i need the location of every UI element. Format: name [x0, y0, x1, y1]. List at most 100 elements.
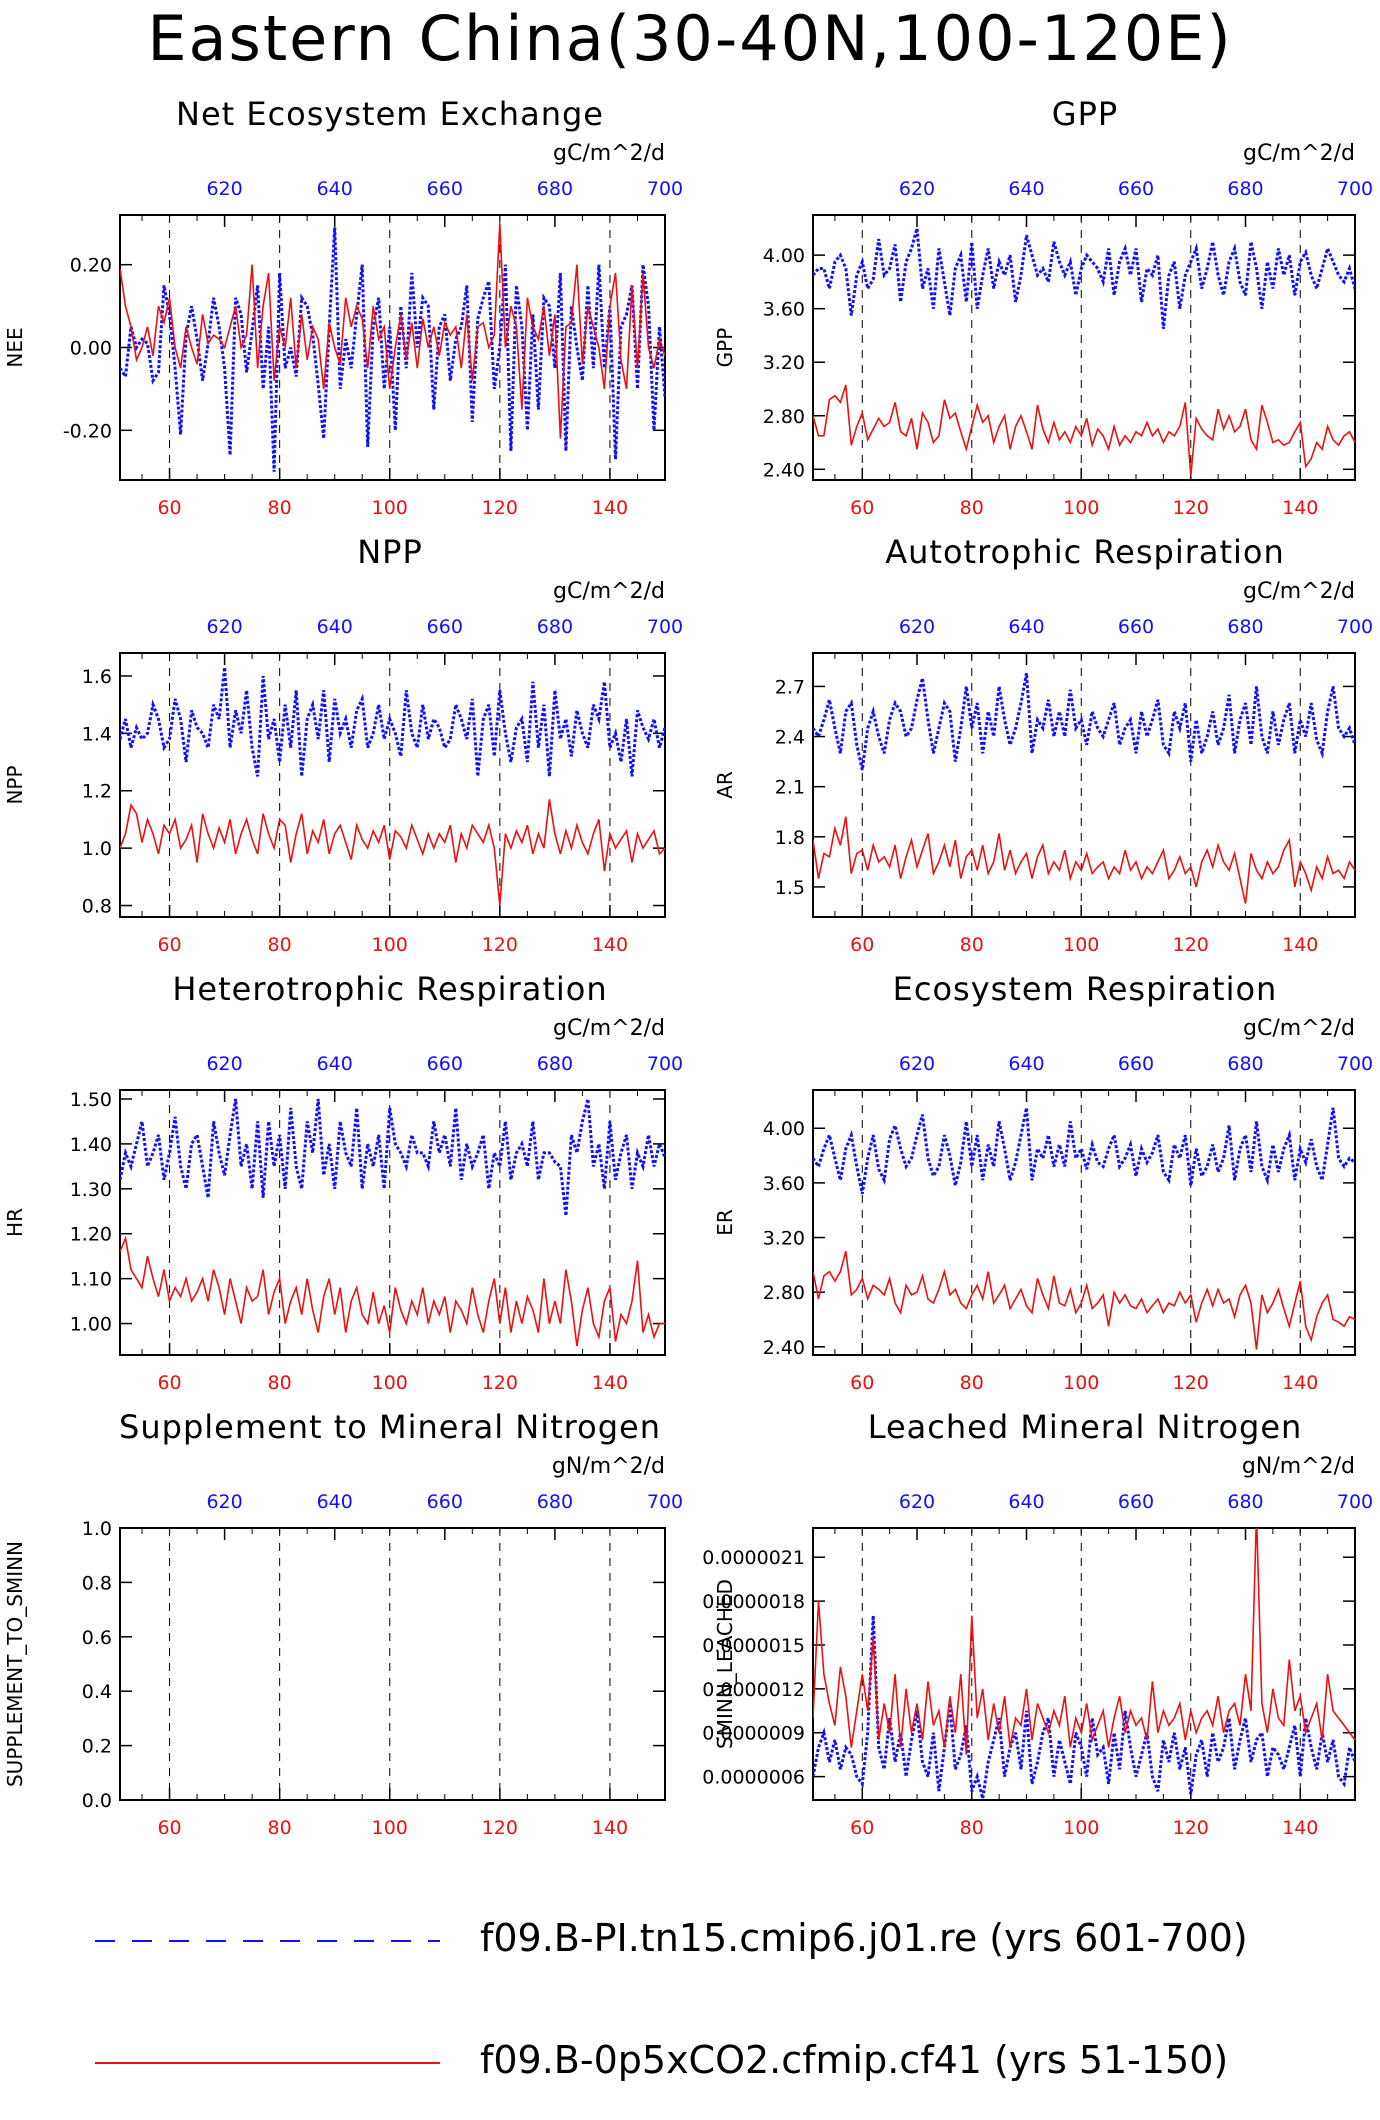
panel-6-units: gC/m^2/d	[1243, 1016, 1355, 1041]
figure-title: Eastern China(30-40N,100-120E)	[147, 2, 1233, 75]
panel-5-xtick-label-120: 120	[482, 1372, 518, 1394]
panel-6-ytick-label-1: 2.80	[763, 1282, 805, 1304]
panel-4-xtick-label-60: 60	[850, 934, 874, 956]
panel-2-xtick-label-120: 120	[1173, 497, 1209, 519]
panel-7-top-xtick-label-660: 660	[427, 1491, 463, 1513]
panel-2-top-xtick-label-700: 700	[1337, 178, 1373, 200]
panel-1-ytick-label-1: 0.00	[70, 338, 112, 360]
panel-6-xtick-label-80: 80	[960, 1372, 984, 1394]
panel-1-series-red-line	[120, 223, 665, 439]
panel-5-ytick-label-0: 1.00	[70, 1314, 112, 1336]
panel-6-top-xtick-label-640: 640	[1008, 1053, 1044, 1075]
panel-2-ytick-label-2: 3.20	[763, 352, 805, 374]
panel-6-xtick-label-60: 60	[850, 1372, 874, 1394]
panel-2-ytick-label-0: 2.40	[763, 459, 805, 481]
panel-8-top-xtick-label-680: 680	[1227, 1491, 1263, 1513]
panel-3-xtick-label-60: 60	[157, 934, 181, 956]
panel-3-top-xtick-label-660: 660	[427, 616, 463, 638]
panel-6-series-blue-line	[813, 1107, 1355, 1195]
panel-1-top-xtick-label-660: 660	[427, 178, 463, 200]
legend-entry-b: f09.B-0p5xCO2.cfmip.cf41 (yrs 51-150)	[0, 2032, 1380, 2092]
panel-5-top-xtick-label-700: 700	[647, 1053, 683, 1075]
panel-6-ytick-label-3: 3.60	[763, 1173, 805, 1195]
panel-7-top-xtick-label-700: 700	[647, 1491, 683, 1513]
panel-8-ytick-label-2: 0.0000012	[702, 1679, 805, 1701]
panel-6-title: Ecosystem Respiration	[893, 970, 1278, 1008]
panel-6-ytick-label-2: 3.20	[763, 1228, 805, 1250]
panel-1-xtick-label-100: 100	[372, 497, 408, 519]
panel-1-title: Net Ecosystem Exchange	[176, 95, 604, 133]
panel-5-ytick-label-1: 1.10	[70, 1269, 112, 1291]
panel-4-ylabel: AR	[713, 771, 737, 799]
panel-2-top-xtick-label-640: 640	[1008, 178, 1044, 200]
panel-5-series-red-line	[120, 1235, 665, 1347]
panel-1-xtick-label-60: 60	[157, 497, 181, 519]
panel-5-ytick-label-4: 1.40	[70, 1134, 112, 1156]
panel-1-ylabel: NEE	[3, 327, 27, 367]
panel-8-series-red-line	[813, 1528, 1355, 1755]
panel-1-top-xtick-label-700: 700	[647, 178, 683, 200]
panel-2-series-blue-line	[813, 228, 1355, 329]
panel-6-xtick-label-140: 140	[1282, 1372, 1318, 1394]
panel-3-ylabel: NPP	[3, 765, 27, 804]
panel-3-ytick-label-0: 0.8	[82, 896, 112, 918]
panel-4-ytick-label-4: 2.7	[775, 676, 805, 698]
panel-2-plot-frame	[812, 214, 1356, 481]
panel-2-ytick-label-4: 4.00	[763, 245, 805, 267]
panel-3-ytick-label-2: 1.2	[82, 781, 112, 803]
panel-6-top-xtick-label-620: 620	[899, 1053, 935, 1075]
panel-4-plot-frame	[812, 652, 1356, 918]
panel-1-xtick-label-140: 140	[592, 497, 628, 519]
legend-swatch-solid	[95, 2062, 440, 2064]
panel-4-xtick-label-120: 120	[1173, 934, 1209, 956]
panel-7-ytick-label-1: 0.2	[82, 1736, 112, 1758]
legend-label-b: f09.B-0p5xCO2.cfmip.cf41 (yrs 51-150)	[480, 2038, 1229, 2082]
panel-6-top-xtick-label-700: 700	[1337, 1053, 1373, 1075]
panel-2-top-xtick-label-660: 660	[1118, 178, 1154, 200]
panel-6-xtick-label-100: 100	[1063, 1372, 1099, 1394]
panel-3-plot-frame	[119, 652, 666, 918]
panel-1-top-xtick-label-680: 680	[537, 178, 573, 200]
panel-4-xtick-label-100: 100	[1063, 934, 1099, 956]
panel-7-xtick-label-60: 60	[157, 1817, 181, 1839]
panel-8-ytick-label-0: 0.0000006	[702, 1767, 805, 1789]
panel-8-ytick-label-3: 0.0000015	[702, 1635, 805, 1657]
panel-8-ytick-label-4: 0.0000018	[702, 1591, 805, 1613]
panel-8-xtick-label-60: 60	[850, 1817, 874, 1839]
panel-5-xtick-label-60: 60	[157, 1372, 181, 1394]
panel-3-xtick-label-80: 80	[268, 934, 292, 956]
panel-2-title: GPP	[1052, 95, 1118, 133]
panel-3-xtick-label-140: 140	[592, 934, 628, 956]
panel-7-ytick-label-0: 0.0	[82, 1790, 112, 1812]
panel-2-series-red-line	[813, 384, 1355, 477]
panel-8-top-xtick-label-640: 640	[1008, 1491, 1044, 1513]
panel-1-units: gC/m^2/d	[553, 141, 665, 166]
panel-8-ytick-label-5: 0.0000021	[702, 1547, 805, 1569]
panel-5-title: Heterotrophic Respiration	[172, 970, 607, 1008]
panel-5-top-xtick-label-680: 680	[537, 1053, 573, 1075]
panel-6-ytick-label-0: 2.40	[763, 1337, 805, 1359]
panel-2-top-xtick-label-620: 620	[899, 178, 935, 200]
legend-entry-a: f09.B-PI.tn15.cmip6.j01.re (yrs 601-700)	[0, 1910, 1380, 1970]
panel-2-ytick-label-1: 2.80	[763, 406, 805, 428]
panel-7-xtick-label-80: 80	[268, 1817, 292, 1839]
panel-5-units: gC/m^2/d	[553, 1016, 665, 1041]
panel-8-top-xtick-label-620: 620	[899, 1491, 935, 1513]
panel-7-xtick-label-100: 100	[372, 1817, 408, 1839]
panel-7-xtick-label-120: 120	[482, 1817, 518, 1839]
panel-7-top-xtick-label-620: 620	[206, 1491, 242, 1513]
panel-8-top-xtick-label-660: 660	[1118, 1491, 1154, 1513]
panel-4-units: gC/m^2/d	[1243, 579, 1355, 604]
panel-4-top-xtick-label-640: 640	[1008, 616, 1044, 638]
panel-4-ytick-label-0: 1.5	[775, 877, 805, 899]
panel-1-ytick-label-0: -0.20	[63, 420, 112, 442]
panel-6-top-xtick-label-680: 680	[1227, 1053, 1263, 1075]
panel-8-xtick-label-80: 80	[960, 1817, 984, 1839]
panel-1-top-xtick-label-620: 620	[206, 178, 242, 200]
panel-6-ytick-label-4: 4.00	[763, 1118, 805, 1140]
panel-7-units: gN/m^2/d	[552, 1454, 665, 1479]
panel-8-ylabel: SMINN_LEACHED	[713, 1579, 737, 1749]
panel-1-xtick-label-120: 120	[482, 497, 518, 519]
panel-4-ytick-label-2: 2.1	[775, 777, 805, 799]
panel-6-plot-frame	[812, 1089, 1356, 1356]
